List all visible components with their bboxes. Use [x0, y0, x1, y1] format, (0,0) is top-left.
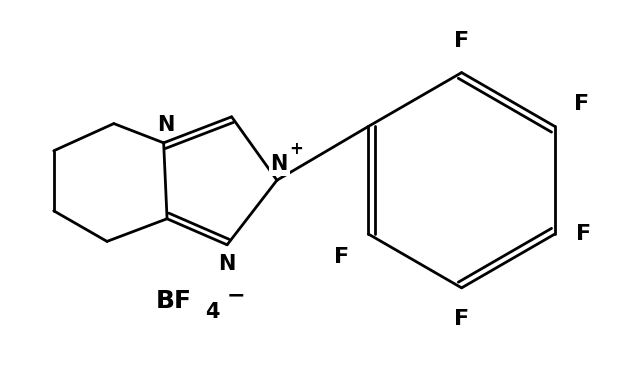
- Text: N: N: [271, 154, 288, 174]
- Text: F: F: [574, 94, 589, 114]
- Text: BF: BF: [156, 289, 192, 314]
- Text: N: N: [218, 254, 236, 274]
- Text: −: −: [227, 286, 246, 306]
- Text: 4: 4: [205, 301, 220, 322]
- Text: F: F: [454, 31, 469, 51]
- Text: F: F: [577, 224, 591, 244]
- Text: F: F: [334, 246, 349, 266]
- Text: F: F: [454, 310, 469, 329]
- Text: +: +: [289, 139, 303, 158]
- Text: N: N: [157, 115, 175, 135]
